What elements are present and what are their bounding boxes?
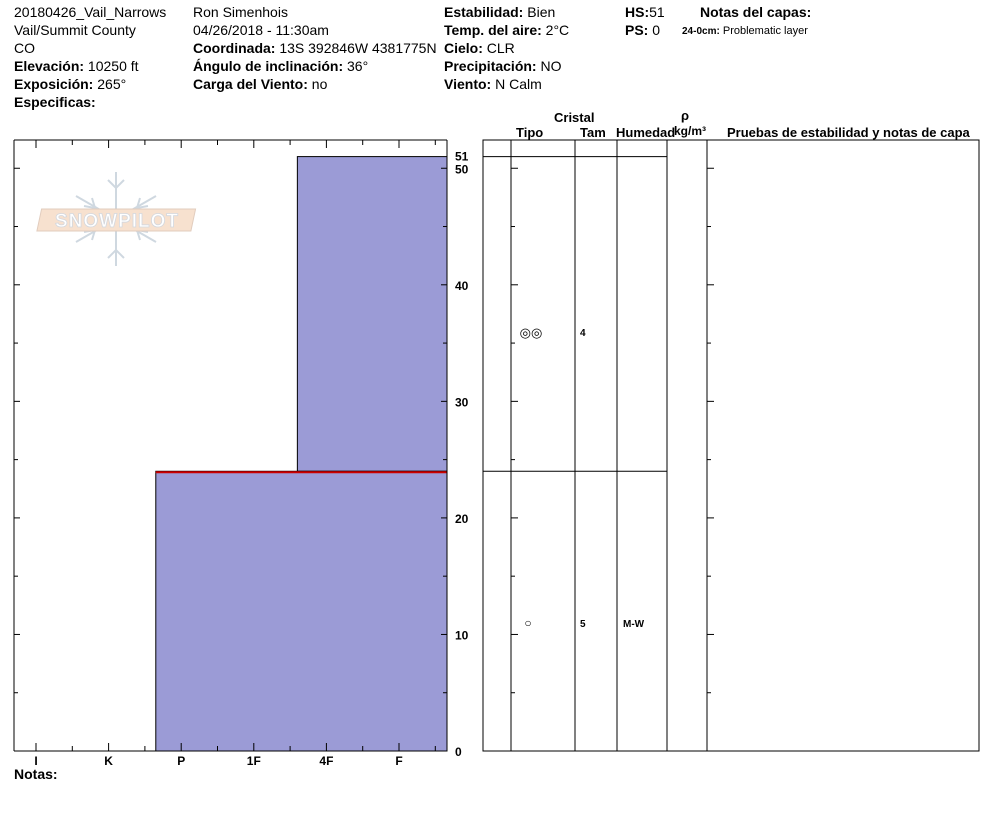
depth-tick-label: 0: [455, 745, 462, 759]
layer-note-entry: 24-0cm: Problematic layer: [682, 22, 808, 41]
slope-angle-value: 36°: [347, 58, 369, 74]
snow-height-label: HS:: [625, 4, 650, 20]
wind-label: Viento:: [444, 76, 492, 92]
grain-size-upper: 4: [580, 328, 586, 339]
header-rho: ρ: [681, 108, 690, 123]
site-name: 20180426_Vail_Narrows: [14, 4, 167, 20]
wind-loading-label: Carga del Viento:: [193, 76, 308, 92]
wind: Viento: N Calm: [444, 75, 542, 93]
snow-height-value: 51: [649, 4, 665, 20]
site-location: Vail/Summit County: [14, 22, 136, 38]
layer-note-text: Problematic layer: [722, 25, 808, 37]
observation-datetime: 04/26/2018 - 11:30am: [193, 22, 329, 38]
depth-tick-label: 20: [455, 512, 469, 526]
wind-loading: Carga del Viento: no: [193, 75, 327, 93]
precipitation-value: NO: [540, 58, 562, 74]
site-state: CO: [14, 40, 35, 56]
depth-tick-label: 50: [455, 162, 469, 176]
header-tipo: Tipo: [516, 125, 544, 140]
coordinates-label: Coordinada:: [193, 40, 276, 56]
depth-tick-label: 30: [455, 395, 469, 409]
precipitation-label: Precipitación:: [444, 58, 537, 74]
penetration-value: 0: [652, 22, 661, 38]
notes-label: Notas:: [14, 766, 58, 782]
exposure: Exposición: 265°: [14, 75, 126, 93]
grain-type-lower: ○: [524, 616, 531, 630]
elevation-value: 10250 ft: [87, 58, 139, 74]
hardness-axis: I K P 1F 4F F: [34, 140, 436, 768]
table-depth-ticks: [511, 167, 714, 752]
exposure-value: 265°: [97, 76, 127, 92]
stability-value: Bien: [527, 4, 556, 20]
sky-label: Cielo:: [444, 40, 483, 56]
specifics-label: Especificas:: [14, 94, 96, 110]
hardness-tick-label: 1F: [247, 754, 261, 768]
elevation: Elevación: 10250 ft: [14, 57, 139, 75]
exposure-label: Exposición:: [14, 76, 94, 92]
depth-tick-label: 40: [455, 279, 469, 293]
depth-tick-label: 10: [455, 628, 469, 642]
snowpilot-logo: SNOWPILOT: [36, 172, 197, 266]
air-temperature-value: 2°C: [545, 22, 570, 38]
header-cristal: Cristal: [554, 110, 595, 125]
snow-height: HS:51: [625, 3, 665, 21]
precipitation: Precipitación: NO: [444, 57, 561, 75]
layer-note-depth: 24-0cm:: [682, 26, 720, 37]
penetration: PS: 0: [625, 21, 660, 39]
header-tam: Tam: [580, 125, 606, 140]
depth-top-label: 51: [455, 150, 469, 164]
hardness-tick-label: F: [395, 754, 402, 768]
hardness-tick-label: I: [34, 754, 37, 768]
layer-notes-title: Notas del capas:: [700, 4, 812, 20]
stability: Estabilidad: Bien: [444, 3, 555, 21]
slope-angle: Ángulo de inclinación: 36°: [193, 57, 368, 75]
logo-text: SNOWPILOT: [55, 211, 179, 232]
header-stability-tests: Pruebas de estabilidad y notas de capa: [727, 125, 970, 140]
sky: Cielo: CLR: [444, 39, 515, 57]
hardness-tick-label: K: [104, 754, 113, 768]
coordinates-value: 13S 392846W 4381775N: [279, 40, 437, 56]
grain-size-lower: 5: [580, 619, 586, 630]
grain-type-upper: ◎◎: [520, 325, 543, 340]
moisture-lower: M-W: [623, 619, 645, 630]
coordinates: Coordinada: 13S 392846W 4381775N: [193, 39, 437, 57]
hardness-layer-lower: [155, 470, 448, 752]
observer-name: Ron Simenhois: [193, 4, 288, 20]
wind-value: N Calm: [495, 76, 542, 92]
sky-value: CLR: [486, 40, 515, 56]
wind-loading-value: no: [311, 76, 328, 92]
air-temperature-label: Temp. del aire:: [444, 22, 542, 38]
hardness-tick-label: P: [177, 754, 185, 768]
elevation-label: Elevación:: [14, 58, 85, 74]
header-density-unit: kg/m³: [674, 124, 707, 138]
air-temperature: Temp. del aire: 2°C: [444, 21, 569, 39]
stability-label: Estabilidad:: [444, 4, 524, 20]
slope-angle-label: Ángulo de inclinación:: [193, 58, 344, 74]
header-humedad: Humedad: [616, 125, 676, 140]
penetration-label: PS:: [625, 22, 649, 38]
layer-table-frame: [482, 139, 980, 752]
hardness-tick-label: 4F: [319, 754, 333, 768]
hardness-layer-upper: [296, 156, 448, 472]
